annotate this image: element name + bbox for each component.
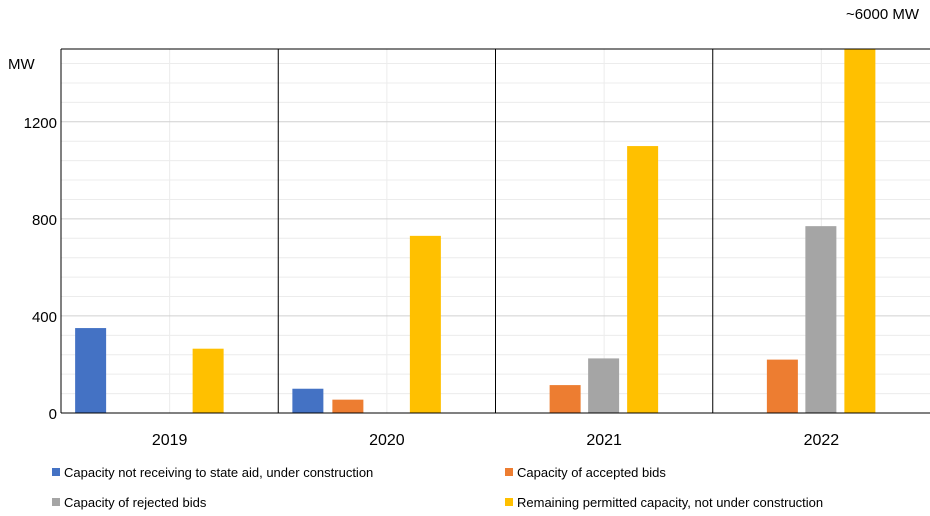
legend-swatch [52,498,60,506]
legend-label: Capacity of accepted bids [517,465,666,480]
y-tick-label: 400 [32,309,57,326]
legend: Capacity not receiving to state aid, und… [52,465,823,510]
bar-2020-series-2 [332,399,364,413]
x-tick-label: 2020 [369,432,405,449]
plot-frame [60,48,930,414]
y-tick-label: 0 [49,406,57,423]
legend-swatch [505,468,513,476]
bar-2022-series-3 [805,226,837,413]
x-tick-labels: 2019 2020 2021 2022 [152,432,839,449]
bar-2020-series-1 [292,388,324,413]
bar-2021-series-4 [627,146,659,414]
legend-item: Capacity of rejected bids [52,495,207,510]
x-tick-label: 2019 [152,432,188,449]
y-axis-label: MW [8,56,35,73]
bar-2021-series-3 [588,358,620,413]
bar-2021-series-2 [549,385,581,413]
bar-2019-series-1 [75,328,107,413]
legend-label: Remaining permitted capacity, not under … [517,495,823,510]
y-tick-label: 800 [32,212,57,229]
bar-2022-series-4 [844,49,876,413]
overflow-annotation: ~6000 MW [846,6,920,23]
legend-label: Capacity not receiving to state aid, und… [64,465,373,480]
legend-swatch [52,468,60,476]
legend-label: Capacity of rejected bids [64,495,207,510]
bar-2020-series-4 [409,235,441,413]
bar-2022-series-2 [766,359,798,413]
bars [75,49,876,414]
legend-item: Capacity not receiving to state aid, und… [52,465,373,480]
bar-2019-series-4 [192,348,224,413]
legend-swatch [505,498,513,506]
x-tick-label: 2021 [586,432,622,449]
y-tick-labels: 0 400 800 1200 [24,115,57,423]
y-tick-label: 1200 [24,115,57,132]
legend-item: Capacity of accepted bids [505,465,666,480]
x-tick-label: 2022 [804,432,840,449]
legend-item: Remaining permitted capacity, not under … [505,495,823,510]
